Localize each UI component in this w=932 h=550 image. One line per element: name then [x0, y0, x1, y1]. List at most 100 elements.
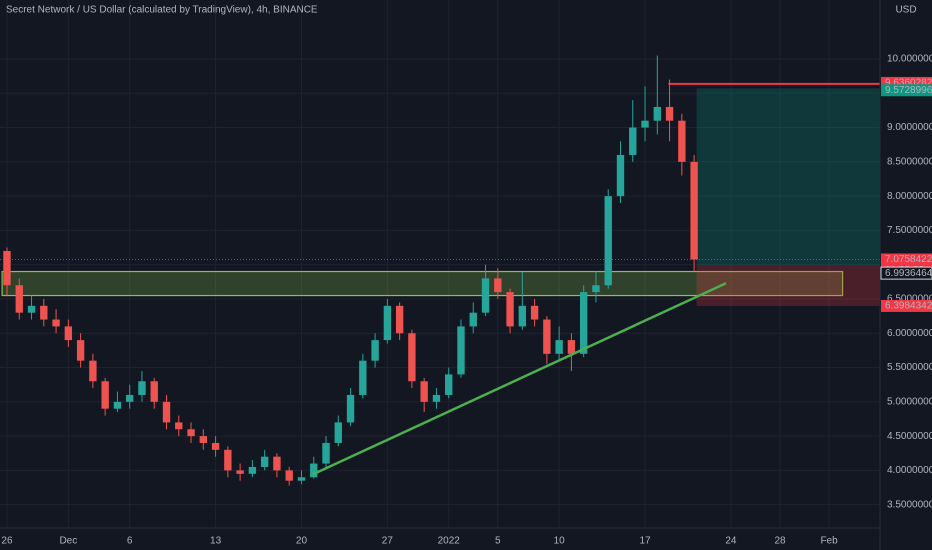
candle-body	[469, 312, 477, 327]
y-tick-label: 7.50000000	[887, 225, 932, 236]
x-tick-label: 13	[210, 536, 222, 547]
candle-body	[359, 360, 367, 395]
candle-body	[543, 319, 551, 354]
candle-body	[555, 340, 563, 354]
candle-body	[64, 326, 73, 341]
candle-body	[445, 374, 453, 395]
candle-body	[616, 154, 625, 197]
y-tick-label: 10.00000000	[887, 54, 932, 65]
candle-body	[346, 394, 355, 423]
candle-body	[248, 466, 257, 474]
candle-body	[567, 340, 576, 354]
candle-body	[481, 278, 490, 313]
candle-body	[76, 340, 85, 361]
candle-body	[334, 422, 342, 443]
trendline	[311, 282, 727, 476]
candle-body	[518, 305, 527, 327]
candle-body	[592, 285, 600, 293]
x-tick-label: 27	[382, 536, 394, 547]
y-tick-label: 6.00000000	[887, 328, 932, 339]
x-tick-label: 24	[725, 536, 737, 547]
candle-body	[150, 381, 158, 402]
candle-body	[113, 401, 122, 409]
candle-body	[199, 436, 207, 443]
x-tick-label: 28	[774, 536, 786, 547]
y-tick-label: 5.00000000	[887, 396, 932, 407]
candle-body	[530, 305, 539, 320]
stop-zone	[696, 265, 880, 306]
x-tick-label: 6	[127, 536, 133, 547]
candle-body	[285, 470, 293, 481]
y-tick-label: 4.50000000	[887, 431, 932, 442]
target-zone	[696, 88, 880, 266]
candle-body	[89, 360, 97, 382]
price-tag-label: 6.39843421	[885, 301, 932, 312]
currency: USD	[895, 5, 916, 16]
candle-body	[101, 381, 109, 409]
x-tick-label: 20	[296, 536, 308, 547]
candle-body	[408, 333, 416, 382]
y-tick-label: 5.50000000	[887, 362, 932, 373]
candle-body	[457, 326, 465, 375]
candle-body	[3, 250, 11, 286]
candle-body	[273, 456, 281, 471]
candle-body	[678, 120, 686, 162]
x-tick-label: 17	[639, 536, 651, 547]
candle-body	[371, 340, 379, 361]
y-tick-label: 9.00000000	[887, 122, 932, 133]
candle-body	[260, 456, 269, 467]
y-tick-label: 8.50000000	[887, 156, 932, 167]
candle-body	[297, 477, 306, 481]
price-tag-label: 6.99364648	[885, 268, 932, 279]
y-tick-label: 8.00000000	[887, 191, 932, 202]
x-tick-label: 2022	[438, 536, 461, 547]
overlays	[0, 82, 880, 306]
candles	[3, 55, 727, 486]
chart-title: Secret Network / US Dollar (calculated b…	[6, 5, 318, 16]
price-tag	[881, 84, 932, 97]
candle-body	[310, 463, 318, 478]
candle-body	[52, 319, 60, 327]
price-tag-label: 7.07584228	[885, 254, 932, 265]
candle-body	[27, 305, 36, 313]
candle-body	[604, 196, 612, 286]
candle-body	[15, 285, 23, 313]
candle-body	[395, 305, 404, 334]
price-tag	[880, 266, 932, 280]
candle-body	[665, 106, 674, 121]
candle-body	[653, 106, 661, 121]
candle-body	[432, 394, 441, 402]
x-tick-label: Dec	[59, 536, 77, 547]
candle-body	[187, 429, 195, 437]
candle-body	[494, 278, 502, 293]
candle-body	[224, 449, 232, 471]
candle-body	[126, 394, 134, 402]
candle-body	[641, 120, 649, 128]
x-tick-label: 10	[554, 536, 566, 547]
candle-body	[211, 442, 220, 450]
candle-body	[383, 305, 392, 341]
y-tick-label: 3.50000000	[887, 499, 932, 510]
candle-body	[175, 422, 183, 430]
candle-body	[629, 127, 637, 155]
candle-body	[138, 381, 146, 395]
price-tag-label: 9.63602824	[885, 78, 932, 89]
candle-body	[580, 292, 588, 354]
candle-body	[162, 401, 171, 423]
candle-body	[420, 381, 428, 402]
candle-body	[236, 470, 244, 474]
x-tick-label: 5	[495, 536, 501, 547]
candle-body	[322, 442, 330, 464]
candle-body	[40, 305, 48, 320]
y-tick-label: 4.00000000	[887, 465, 932, 476]
y-tick-label: 6.50000000	[887, 294, 932, 305]
zone	[1, 270, 844, 297]
x-tick-label: 26	[1, 536, 13, 547]
price-tag	[881, 253, 932, 266]
price-tag	[881, 299, 932, 312]
candle-body	[506, 292, 514, 327]
